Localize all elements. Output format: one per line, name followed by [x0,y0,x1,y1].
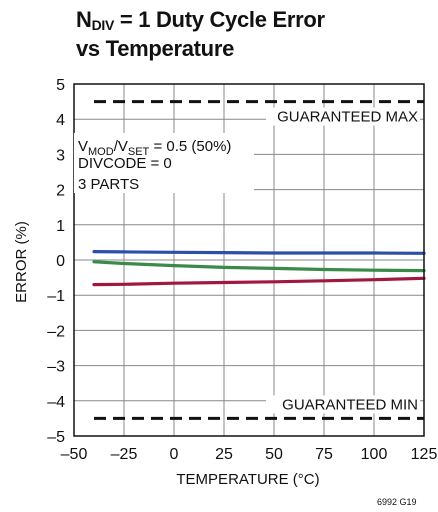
cond-slash-v: /V [114,138,128,155]
y-tick-label: –1 [47,288,65,305]
title-rest: = 1 Duty Cycle Error [114,7,325,32]
y-tick-label: –2 [47,323,65,340]
plot-frame [73,83,425,437]
y-tick-label: –4 [47,394,65,411]
y-tick-label: 5 [56,77,65,94]
y-tick-label: 1 [56,218,65,235]
y-tick-label: 2 [56,183,65,200]
x-tick-label: 50 [265,446,283,463]
cond-v: V [78,138,88,155]
title-main: N [76,7,92,32]
x-tick-label: 0 [170,446,179,463]
chart-title-line1: NDIV = 1 Duty Cycle Error [76,8,325,37]
data-series [92,250,426,287]
x-tick-label: 75 [315,446,333,463]
title-subscript: DIV [91,17,115,33]
series-line-1 [92,250,426,255]
y-tick-label: 3 [56,147,65,164]
cond-set: SET [128,146,150,158]
limit-label-bg-0 [266,107,420,126]
chart-title: NDIV = 1 Duty Cycle Error vs Temperature [76,8,325,60]
condition-line3: 3 PARTS [78,176,139,193]
y-tick-label: –3 [47,359,65,376]
x-tick-label: 25 [215,446,233,463]
cond-value: = 0.5 (50%) [149,138,231,155]
y-tick-label: 4 [56,112,65,129]
y-tick-label: –5 [47,429,65,446]
x-tick-label: –25 [111,446,138,463]
y-tick-label: 0 [56,253,65,270]
conditions-background [74,133,254,193]
series-line-2 [92,260,426,273]
limit-label-1: GUARANTEED MIN [282,396,418,413]
x-axis-label: TEMPERATURE (°C) [176,471,319,488]
tick-labels: –50 –25 0 25 50 75 100 125 5 4 3 2 1 0 –1 –2 –3 –4 –5 [47,77,437,463]
x-tick-label: –50 [61,446,88,463]
condition-line1: VMOD/VSET = 0.5 (50%) [78,138,231,158]
limit-label-0: GUARANTEED MAX [277,109,418,126]
x-tick-label: 125 [411,446,438,463]
y-axis-label: ERROR (%) [13,221,30,303]
limit-label-bg-1 [266,395,420,414]
chart-title-line2: vs Temperature [76,36,235,61]
series-line-3 [92,276,426,287]
x-tick-label: 100 [361,446,388,463]
test-conditions: VMOD/VSET = 0.5 (50%) DIVCODE = 0 3 PART… [74,133,254,193]
figure-id: 6992 G19 [377,497,417,507]
limit-lines: GUARANTEED MAX GUARANTEED MIN [94,100,424,420]
cond-mod: MOD [88,146,114,158]
condition-line2: DIVCODE = 0 [78,155,172,172]
